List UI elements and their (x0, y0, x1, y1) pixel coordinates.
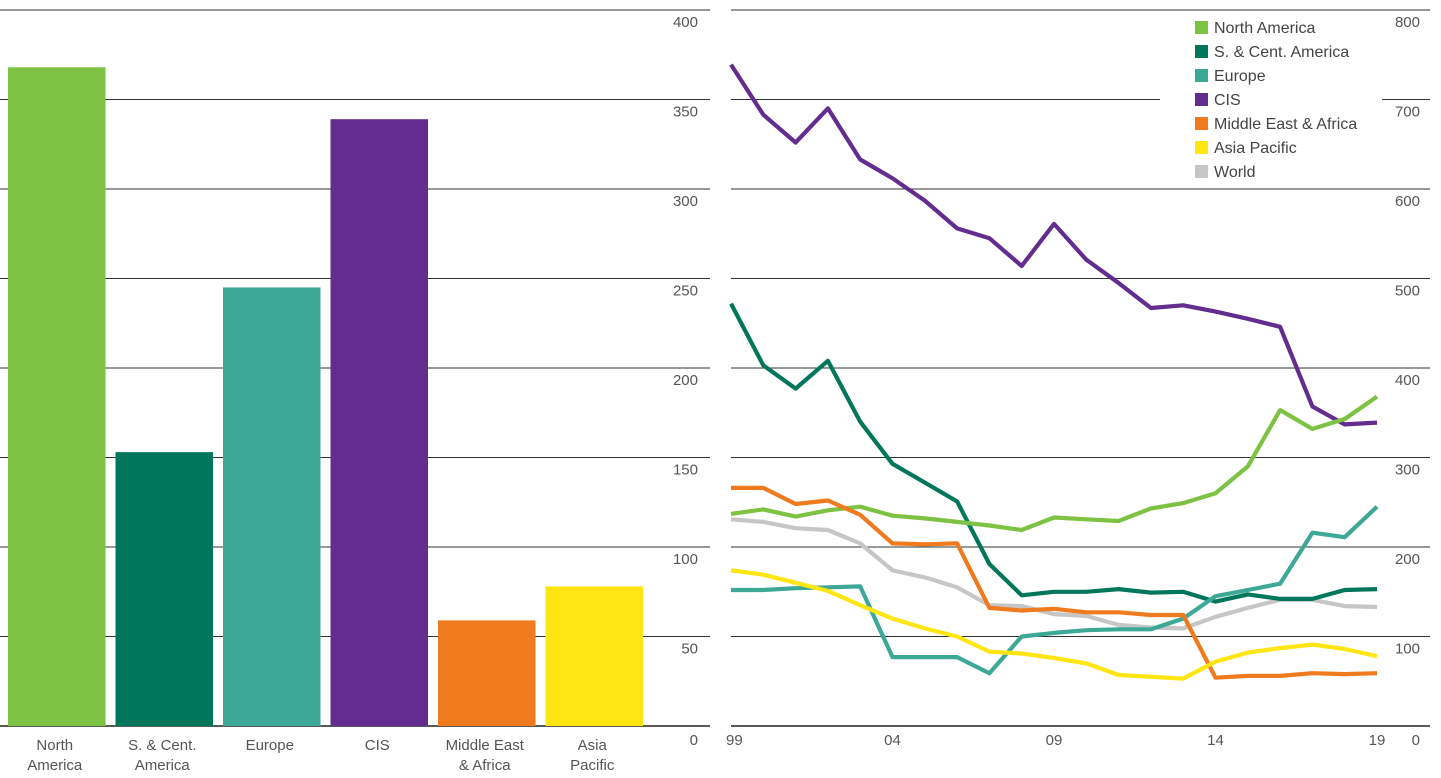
bar-cis (330, 119, 428, 726)
legend-label-asia-pacific: Asia Pacific (1214, 140, 1297, 157)
line-chart-series (729, 63, 1379, 681)
bar-chart-category-label: S. & Cent. America (128, 737, 196, 774)
legend-label-europe: Europe (1214, 68, 1266, 85)
line-chart-y-tick-label: 500 (1395, 283, 1420, 300)
series-line-asia-pacific (730, 568, 1378, 681)
bar-chart-y-tick-label: 200 (673, 372, 698, 389)
bar-chart: 0 50 100 150 200 250 300 350 400 North America S. … (0, 9, 710, 774)
bar-chart-y-tick-label: 250 (673, 283, 698, 300)
bar-chart-y-tick-label: 100 (673, 551, 698, 568)
line-chart-x-tick-label: 09 (1046, 732, 1063, 749)
bar-chart-y-axis: 0 50 100 150 200 250 300 350 400 (673, 14, 698, 749)
bar-s-cent-america (115, 452, 213, 726)
bar-chart-y-tick-label: 50 (681, 641, 698, 658)
legend-label-world: World (1214, 164, 1256, 181)
bar-chart-category-label: Europe (246, 737, 294, 754)
line-chart-x-tick-label: 04 (884, 732, 901, 749)
bar-chart-y-tick-label: 300 (673, 193, 698, 210)
line-chart-y-tick-label: 0 (1412, 732, 1420, 749)
legend-swatch-world (1195, 165, 1208, 178)
line-chart-y-tick-label: 200 (1395, 551, 1420, 568)
legend-swatch-cis (1195, 93, 1208, 106)
series-line-s-cent-america (729, 302, 1378, 604)
bar-chart-y-tick-label: 150 (673, 462, 698, 479)
bar-middle-east-africa (438, 620, 536, 726)
line-chart-y-tick-label: 100 (1395, 641, 1420, 658)
line-chart-y-tick-label: 400 (1395, 372, 1420, 389)
series-line-europe (731, 505, 1379, 676)
line-chart-y-tick-label: 600 (1395, 193, 1420, 210)
legend-label-cis: CIS (1214, 92, 1241, 109)
legend-swatch-asia-pacific (1195, 141, 1208, 154)
line-chart-gridlines (731, 9, 1430, 727)
bar-chart-x-axis: North America S. & Cent. America Europe CIS Mi… (27, 737, 615, 774)
line-chart-y-tick-label: 800 (1395, 14, 1420, 31)
bar-chart-category-label: Asia Pacific (570, 737, 615, 774)
legend-swatch-europe (1195, 69, 1208, 82)
legend-label-middle-east-africa: Middle East & Africa (1214, 116, 1357, 133)
bar-chart-bars (8, 67, 643, 726)
legend-label-s-cent-america: S. & Cent. America (1214, 44, 1349, 61)
bar-chart-category-label: Middle East & Africa (446, 737, 525, 774)
line-chart-x-tick-label: 14 (1207, 732, 1224, 749)
line-chart-legend: North America S. & Cent. America Europe CIS… (1160, 14, 1382, 186)
line-chart-x-axis: 99 04 09 14 19 (726, 732, 1385, 749)
line-chart-y-tick-label: 700 (1395, 104, 1420, 121)
legend-swatch-north-america (1195, 21, 1208, 34)
bar-chart-category-label: North America (27, 737, 83, 774)
bar-north-america (8, 67, 106, 726)
bar-chart-category-label: CIS (365, 737, 390, 754)
bar-chart-y-tick-label: 350 (673, 104, 698, 121)
line-chart-x-tick-label: 99 (726, 732, 743, 749)
line-chart-y-axis: 0 100 200 300 400 500 600 700 800 (1395, 14, 1420, 749)
line-chart-x-tick-label: 19 (1369, 732, 1386, 749)
line-chart: 0 100 200 300 400 500 600 700 800 99 04 09 14 19 Nor… (726, 9, 1430, 749)
bar-chart-y-tick-label: 400 (673, 14, 698, 31)
bar-asia-pacific (545, 586, 643, 726)
legend-label-north-america: North America (1214, 20, 1315, 37)
legend-swatch-s-cent-america (1195, 45, 1208, 58)
legend-swatch-middle-east-africa (1195, 117, 1208, 130)
series-line-middle-east-africa (731, 485, 1378, 680)
bar-europe (223, 287, 321, 726)
series-line-cis (729, 63, 1378, 427)
series-line-north-america (730, 394, 1379, 533)
bar-chart-y-tick-label: 0 (690, 732, 698, 749)
series-line-world (730, 517, 1378, 631)
line-chart-y-tick-label: 300 (1395, 462, 1420, 479)
legend-background (1160, 14, 1382, 186)
